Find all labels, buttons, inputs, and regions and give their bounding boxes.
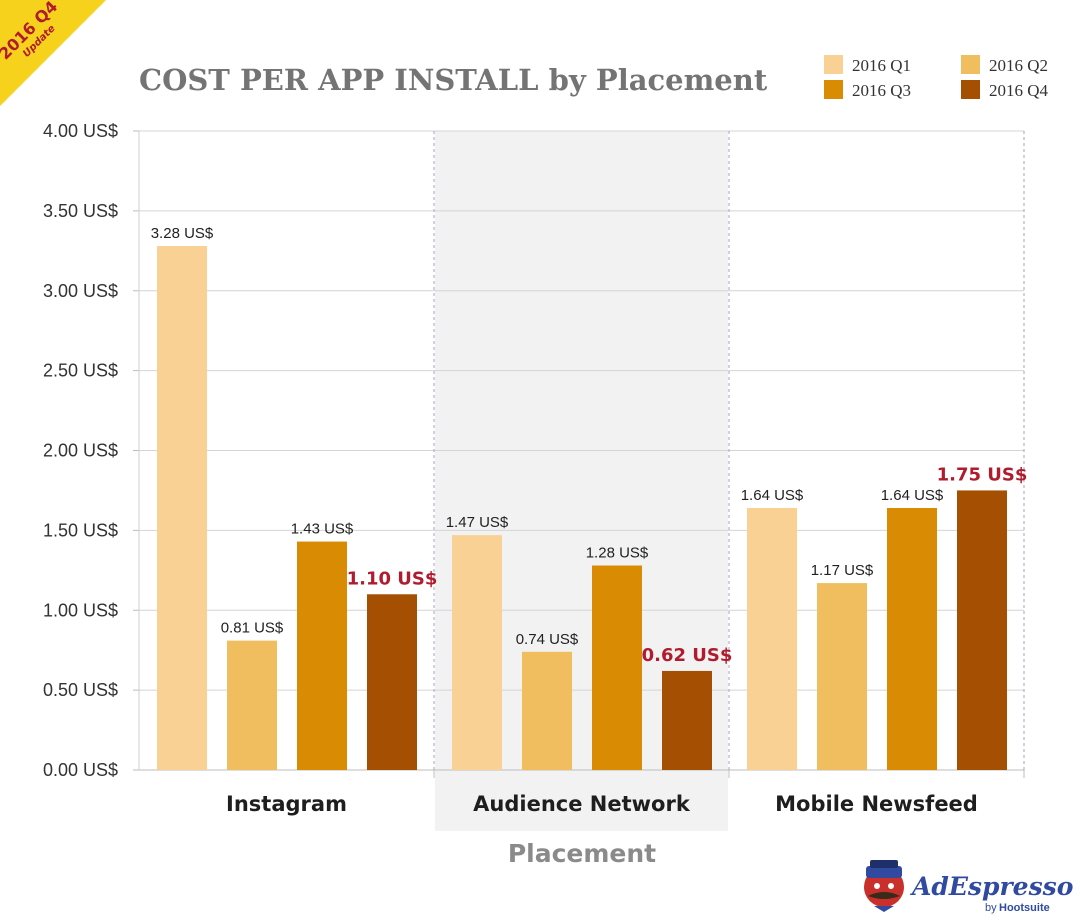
update-badge: 2016 Q4 Update <box>0 0 106 106</box>
legend: 2016 Q1 2016 Q2 2016 Q3 2016 Q4 <box>824 55 1049 100</box>
data-label: 1.47 US$ <box>446 514 509 531</box>
legend-label: 2016 Q3 <box>852 81 911 100</box>
adespresso-logo: AdEspresso by Hootsuite <box>864 860 1073 914</box>
badge-ribbon <box>0 0 106 106</box>
bars <box>157 246 1007 770</box>
legend-swatch <box>961 55 980 74</box>
x-axis-label: Placement <box>508 839 656 868</box>
y-tick-label: 0.00 US$ <box>43 760 118 780</box>
y-tick-label: 4.00 US$ <box>43 121 118 141</box>
chart-title: COST PER APP INSTALL by Placement <box>139 63 768 97</box>
category-label: Audience Network <box>473 792 691 816</box>
legend-label: 2016 Q4 <box>989 81 1049 100</box>
legend-swatch <box>824 55 843 74</box>
bar <box>817 583 867 770</box>
y-tick-label: 2.50 US$ <box>43 361 118 381</box>
category-label: Instagram <box>226 792 347 816</box>
category-label: Mobile Newsfeed <box>775 792 978 816</box>
y-tick-label: 3.50 US$ <box>43 201 118 221</box>
data-label: 1.64 US$ <box>741 487 804 504</box>
x-axis-categories: Instagram Audience Network Mobile Newsfeed <box>226 792 978 816</box>
data-label: 1.64 US$ <box>881 487 944 504</box>
legend-swatch <box>961 80 980 99</box>
bar <box>227 640 277 770</box>
bar <box>957 490 1007 770</box>
y-tick-label: 2.00 US$ <box>43 441 118 461</box>
data-label: 1.43 US$ <box>291 521 354 538</box>
data-label: 1.28 US$ <box>586 545 649 562</box>
bar <box>662 670 712 770</box>
bar <box>592 565 642 770</box>
mascot-icon <box>864 860 904 912</box>
y-axis-ticks: 0.00 US$ 0.50 US$ 1.00 US$ 1.50 US$ 2.00 US$… <box>43 121 118 780</box>
legend-label: 2016 Q2 <box>989 56 1048 75</box>
data-label-highlight: 1.10 US$ <box>347 568 438 589</box>
bar <box>452 535 502 770</box>
bar <box>157 246 207 770</box>
data-label: 0.74 US$ <box>516 631 579 648</box>
data-label-highlight: 1.75 US$ <box>937 464 1028 485</box>
bar <box>887 508 937 770</box>
data-labels: 3.28 US$ 0.81 US$ 1.43 US$ 1.10 US$ 1.47 US$… <box>151 225 1028 666</box>
bar <box>522 651 572 770</box>
y-tick-label: 0.50 US$ <box>43 680 118 700</box>
bar <box>747 508 797 770</box>
legend-swatch <box>824 80 843 99</box>
brand-name: AdEspresso <box>910 872 1073 901</box>
y-tick-label: 1.50 US$ <box>43 520 118 540</box>
data-label: 3.28 US$ <box>151 225 214 242</box>
bar <box>367 594 417 770</box>
y-tick-label: 1.00 US$ <box>43 600 118 620</box>
legend-label: 2016 Q1 <box>852 56 911 75</box>
data-label: 0.81 US$ <box>221 620 284 637</box>
data-label: 1.17 US$ <box>811 562 874 579</box>
brand-by: by <box>985 902 997 914</box>
bar <box>297 541 347 770</box>
brand-company: Hootsuite <box>999 902 1050 914</box>
data-label-highlight: 0.62 US$ <box>642 645 733 666</box>
y-tick-label: 3.00 US$ <box>43 281 118 301</box>
